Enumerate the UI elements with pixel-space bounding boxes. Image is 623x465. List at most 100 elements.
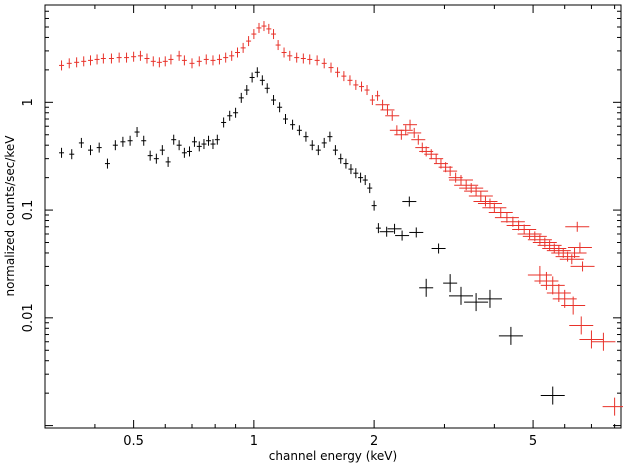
data-point [168, 54, 174, 65]
data-point [214, 134, 220, 145]
data-points [59, 21, 623, 416]
data-point [223, 52, 229, 63]
data-point [186, 146, 192, 157]
plot-frame [44, 4, 622, 429]
data-point [546, 245, 571, 256]
data-point [277, 102, 283, 113]
data-point [385, 110, 400, 121]
data-point [559, 254, 584, 265]
data-point [251, 29, 257, 40]
data-point [569, 316, 594, 335]
data-point [512, 224, 537, 235]
data-point [206, 135, 212, 146]
data-point [131, 51, 137, 62]
data-point [411, 134, 426, 145]
data-point [264, 83, 270, 94]
data-point [233, 107, 239, 118]
data-point [375, 99, 390, 110]
data-point [127, 135, 133, 146]
data-point [196, 141, 202, 152]
data-point [332, 145, 338, 156]
y-tick-label: 0.1 [21, 200, 36, 221]
data-point [395, 230, 410, 241]
data-point [96, 142, 102, 153]
data-point [488, 207, 513, 218]
data-point [353, 168, 359, 179]
series-2 [59, 67, 565, 405]
data-point [235, 47, 241, 58]
data-point [282, 114, 288, 125]
data-point [403, 119, 418, 130]
data-point [176, 140, 182, 151]
y-axis-label: normalized counts/sec/keV [3, 135, 17, 297]
data-point [341, 71, 347, 82]
data-point [246, 36, 252, 47]
data-point [380, 104, 395, 115]
data-point [254, 67, 260, 78]
data-point [240, 42, 246, 53]
data-point [134, 127, 140, 138]
data-point [59, 147, 65, 158]
data-point [443, 274, 458, 293]
data-point [477, 198, 502, 209]
data-point [104, 158, 110, 169]
data-point [477, 289, 502, 308]
data-point [307, 54, 313, 65]
data-point [256, 22, 262, 33]
data-point [369, 95, 375, 106]
data-point [532, 237, 557, 248]
data-point [371, 200, 377, 211]
data-point [591, 332, 616, 351]
data-point [144, 53, 150, 64]
data-point [542, 243, 567, 254]
data-point [156, 57, 162, 68]
data-point [562, 247, 587, 258]
data-point [364, 85, 370, 96]
x-axis-label: channel energy (keV) [269, 449, 397, 463]
data-point [358, 172, 364, 183]
data-point [112, 140, 118, 151]
data-point [227, 110, 233, 121]
data-point [196, 56, 202, 67]
data-point [300, 53, 306, 64]
data-point [359, 81, 365, 92]
data-point [431, 243, 446, 254]
tick-labels: 0.5 1 2 5 1 0.1 0.01 [21, 98, 537, 449]
data-point [468, 191, 493, 202]
data-point [94, 54, 100, 65]
data-point [565, 221, 590, 232]
data-point [602, 397, 623, 416]
data-point [249, 72, 255, 83]
data-point [309, 140, 315, 151]
data-point [229, 50, 235, 61]
data-point [379, 226, 394, 237]
data-point [201, 139, 207, 150]
data-point [402, 196, 417, 207]
data-point [69, 149, 75, 160]
data-point [343, 158, 349, 169]
data-point [303, 131, 309, 142]
y-tick-label: 0.01 [21, 303, 36, 332]
data-point [448, 175, 473, 186]
data-point [353, 79, 359, 90]
data-point [482, 202, 507, 213]
data-point [259, 75, 265, 86]
y-tick-label: 1 [21, 98, 36, 106]
x-tick-label: 2 [370, 434, 378, 449]
data-point [210, 139, 216, 150]
data-point [321, 137, 327, 148]
data-point [181, 147, 187, 158]
data-point [281, 47, 287, 58]
data-point [294, 52, 300, 63]
data-point [407, 127, 422, 138]
data-point [210, 55, 216, 66]
data-point [375, 90, 381, 101]
data-point [266, 23, 272, 34]
data-point [540, 386, 565, 405]
data-point [287, 50, 293, 61]
data-point [517, 228, 542, 239]
data-point [570, 261, 595, 272]
data-point [120, 136, 126, 147]
data-point [59, 60, 65, 71]
